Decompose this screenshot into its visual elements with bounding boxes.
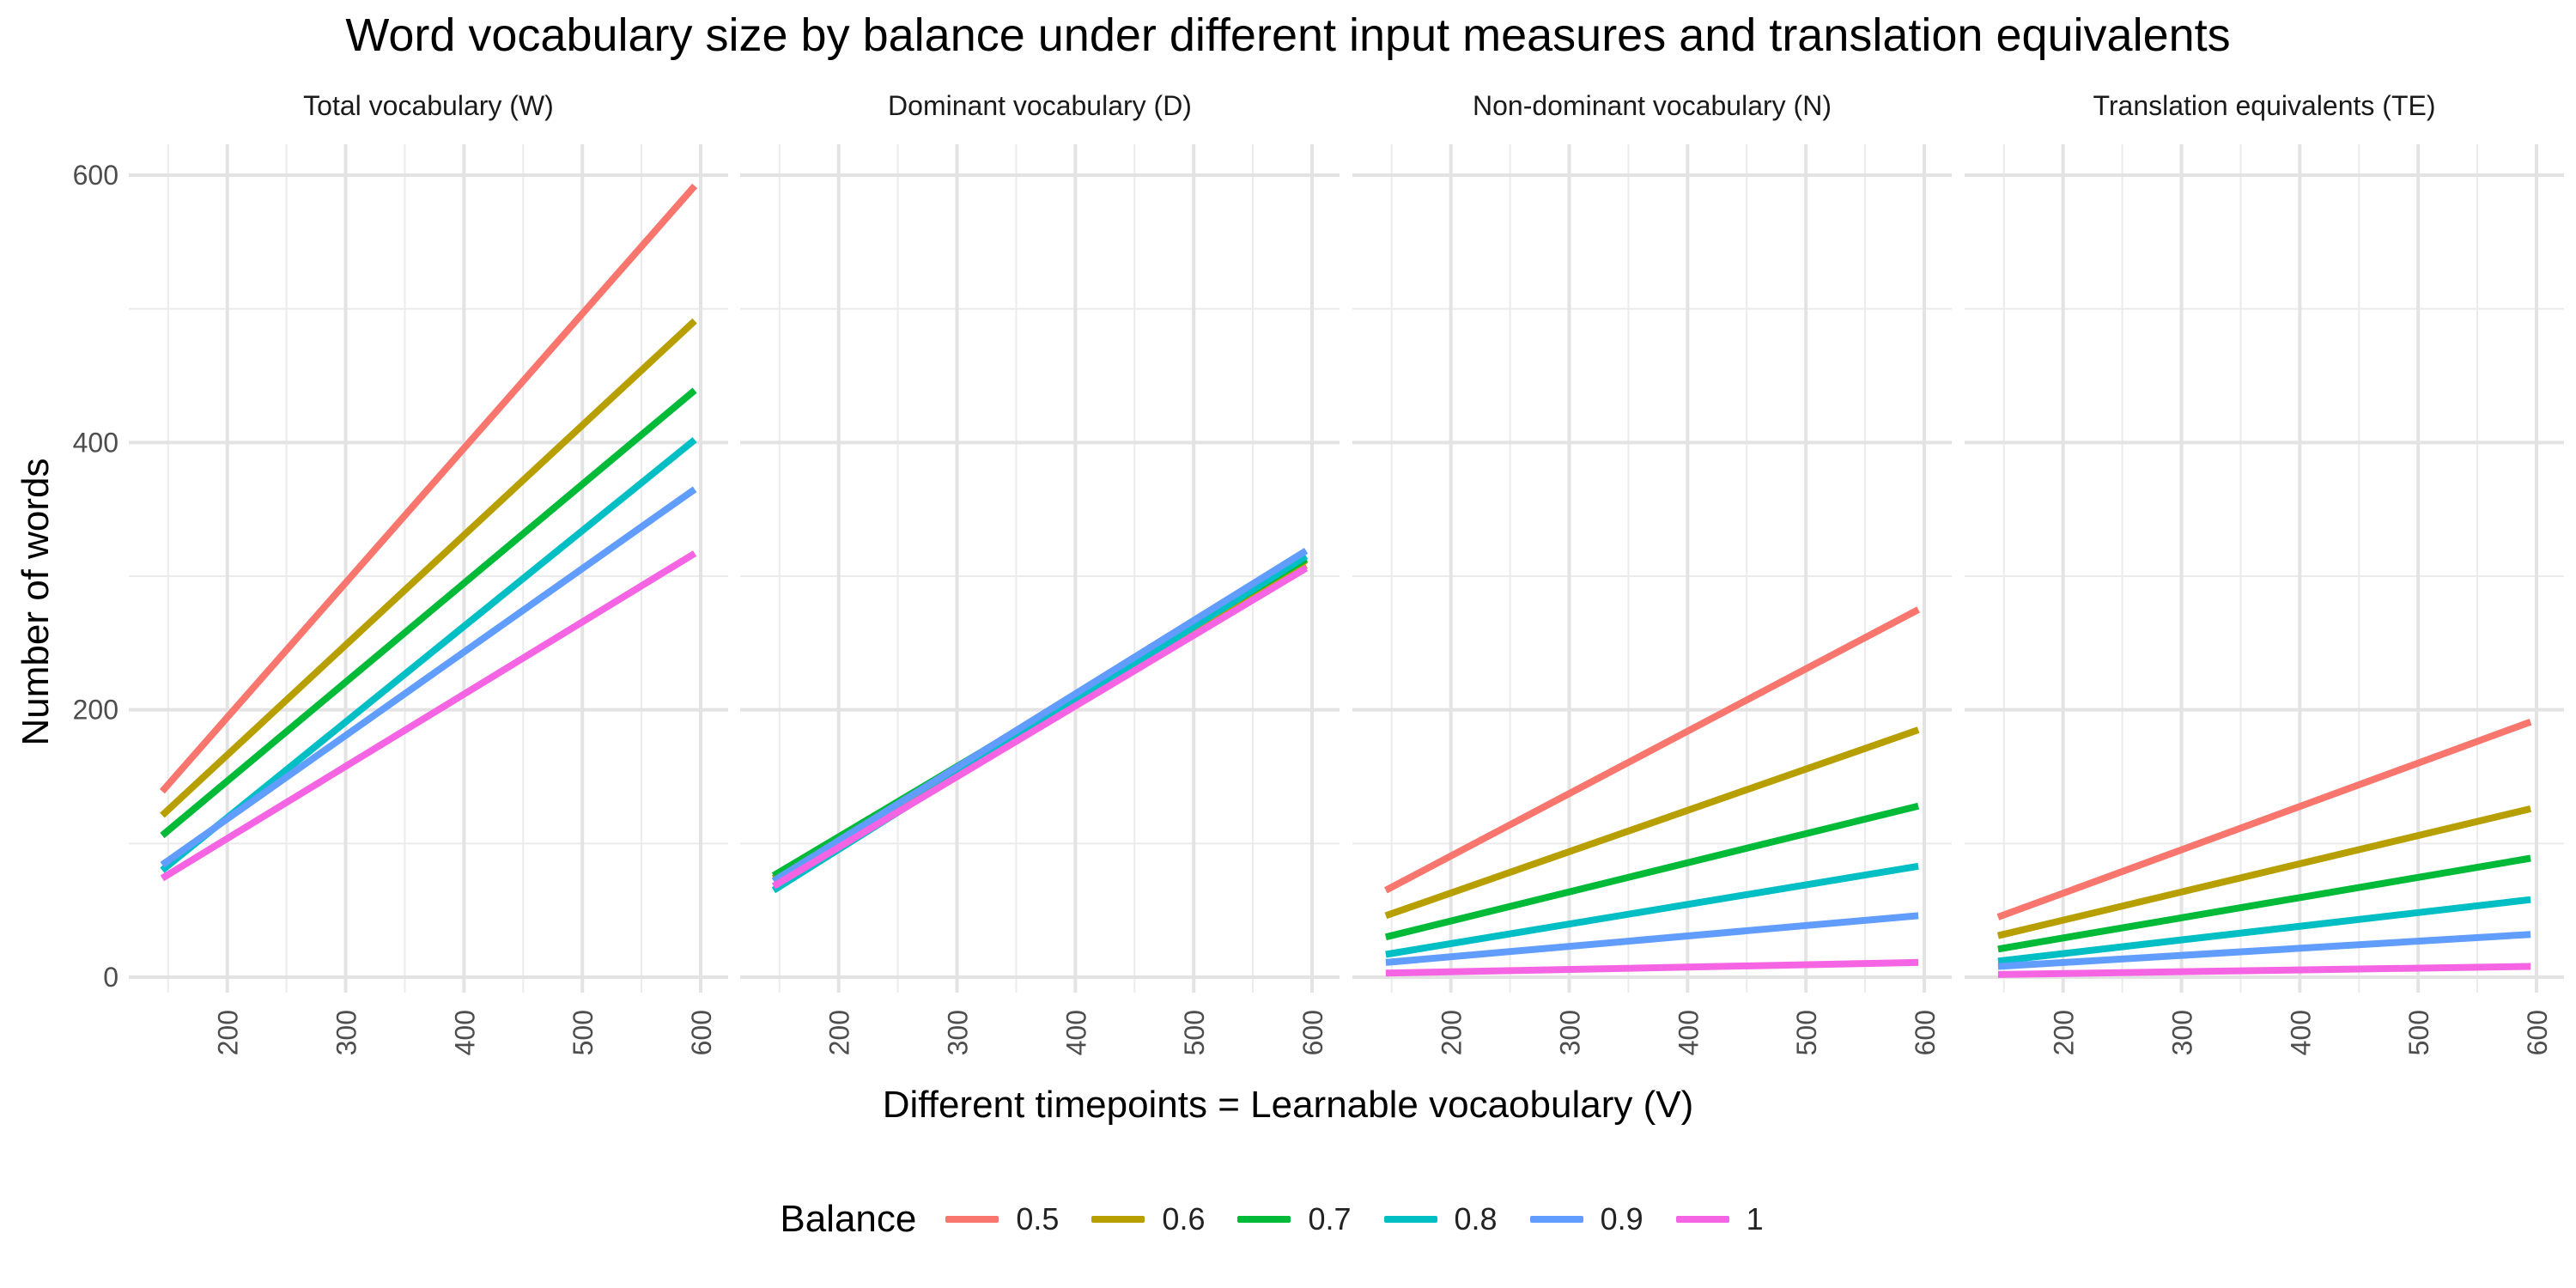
series-line-0.8 xyxy=(1385,862,1919,958)
x-tick-label: 300 xyxy=(943,1010,974,1055)
legend-key xyxy=(945,1216,999,1223)
legend-label: 0.9 xyxy=(1600,1201,1643,1236)
x-tick-label: 500 xyxy=(1179,1010,1210,1055)
panel-title: Translation equivalents (TE) xyxy=(2093,90,2436,121)
series-line-0.6 xyxy=(1996,805,2532,939)
x-tick-label: 500 xyxy=(568,1010,598,1055)
legend-item: 0.9 xyxy=(1529,1201,1643,1237)
series-line-0.9 xyxy=(1997,931,2531,970)
series-line-0.9 xyxy=(771,548,1309,884)
legend-label: 0.6 xyxy=(1162,1201,1206,1236)
y-axis-title: Number of words xyxy=(15,458,57,746)
x-axis-title: Different timepoints = Learnable vocaobu… xyxy=(882,1084,1694,1126)
x-tick-label: 200 xyxy=(2049,1010,2080,1055)
series-line-0.5 xyxy=(1384,606,1920,894)
series-line-0.9 xyxy=(160,486,697,868)
legend-item: 0.8 xyxy=(1383,1201,1498,1237)
y-tick-label: 400 xyxy=(73,427,118,458)
legend-key xyxy=(1237,1216,1291,1223)
legend-label: 0.7 xyxy=(1308,1201,1352,1236)
chart-title: Word vocabulary size by balance under di… xyxy=(345,9,2231,61)
panel-title: Non-dominant vocabulary (N) xyxy=(1473,90,1832,121)
panel-3: Non-dominant vocabulary (N) 200 300 400 500 6… xyxy=(1352,90,1952,1055)
series-line-1 xyxy=(1385,958,1919,977)
series-line-1 xyxy=(160,550,697,882)
series-line-0.5 xyxy=(1996,718,2532,920)
y-tick-label: 200 xyxy=(73,695,118,726)
legend-item: 0.6 xyxy=(1091,1201,1205,1237)
series-line-0.9 xyxy=(1385,912,1919,966)
legend-item: 0.7 xyxy=(1237,1201,1352,1237)
legend: Balance 0.5 0.6 0.7 0.8 0.9 1 xyxy=(0,1198,2576,1241)
legend-key xyxy=(1383,1216,1437,1223)
series-line-0.7 xyxy=(1997,854,2531,953)
series-line-0.8 xyxy=(1997,896,2531,965)
x-tick-label: 300 xyxy=(331,1010,362,1055)
x-tick-label: 600 xyxy=(1297,1010,1328,1055)
x-tick-label: 500 xyxy=(2403,1010,2434,1055)
series-line-0.5 xyxy=(159,183,698,794)
series-line-0.7 xyxy=(160,387,697,839)
legend-item: 1 xyxy=(1675,1201,1764,1237)
legend-key xyxy=(1091,1216,1145,1223)
legend-label: 0.5 xyxy=(1016,1201,1060,1236)
y-tick-label: 0 xyxy=(103,962,118,993)
x-tick-label: 600 xyxy=(686,1010,717,1055)
panel-title: Dominant vocabulary (D) xyxy=(888,90,1192,121)
x-tick-label: 400 xyxy=(1060,1010,1091,1055)
x-tick-label: 600 xyxy=(2522,1010,2553,1055)
legend-title: Balance xyxy=(780,1198,917,1240)
panel-title: Total vocabulary (W) xyxy=(303,90,554,121)
x-tick-label: 200 xyxy=(824,1010,855,1055)
legend-label: 1 xyxy=(1746,1201,1764,1236)
x-tick-label: 400 xyxy=(2285,1010,2316,1055)
panel-1: Total vocabulary (W) 200 300 400 500 600 0 200 4… xyxy=(73,90,728,1055)
legend-label: 0.8 xyxy=(1454,1201,1498,1236)
series-line-0.6 xyxy=(160,318,697,818)
series-line-1 xyxy=(771,565,1309,890)
x-tick-label: 400 xyxy=(449,1010,480,1055)
x-tick-label: 500 xyxy=(1791,1010,1822,1055)
panel-4: Translation equivalents (TE) 200 300 400 500… xyxy=(1965,90,2564,1055)
series-line-0.7 xyxy=(1384,802,1920,941)
y-tick-label: 600 xyxy=(73,160,118,191)
legend-key xyxy=(1675,1216,1729,1223)
legend-item: 0.5 xyxy=(945,1201,1059,1237)
panel-2: Dominant vocabulary (D) 200 300 400 500 600 xyxy=(740,90,1340,1055)
series-line-0.6 xyxy=(1384,726,1920,920)
x-tick-label: 600 xyxy=(1910,1010,1941,1055)
x-tick-label: 400 xyxy=(1673,1010,1704,1055)
x-tick-label: 300 xyxy=(2167,1010,2198,1055)
x-tick-label: 200 xyxy=(213,1010,244,1055)
x-tick-label: 200 xyxy=(1437,1010,1467,1055)
series-line-1 xyxy=(1997,963,2531,978)
legend-key xyxy=(1529,1216,1583,1223)
x-tick-label: 300 xyxy=(1555,1010,1586,1055)
